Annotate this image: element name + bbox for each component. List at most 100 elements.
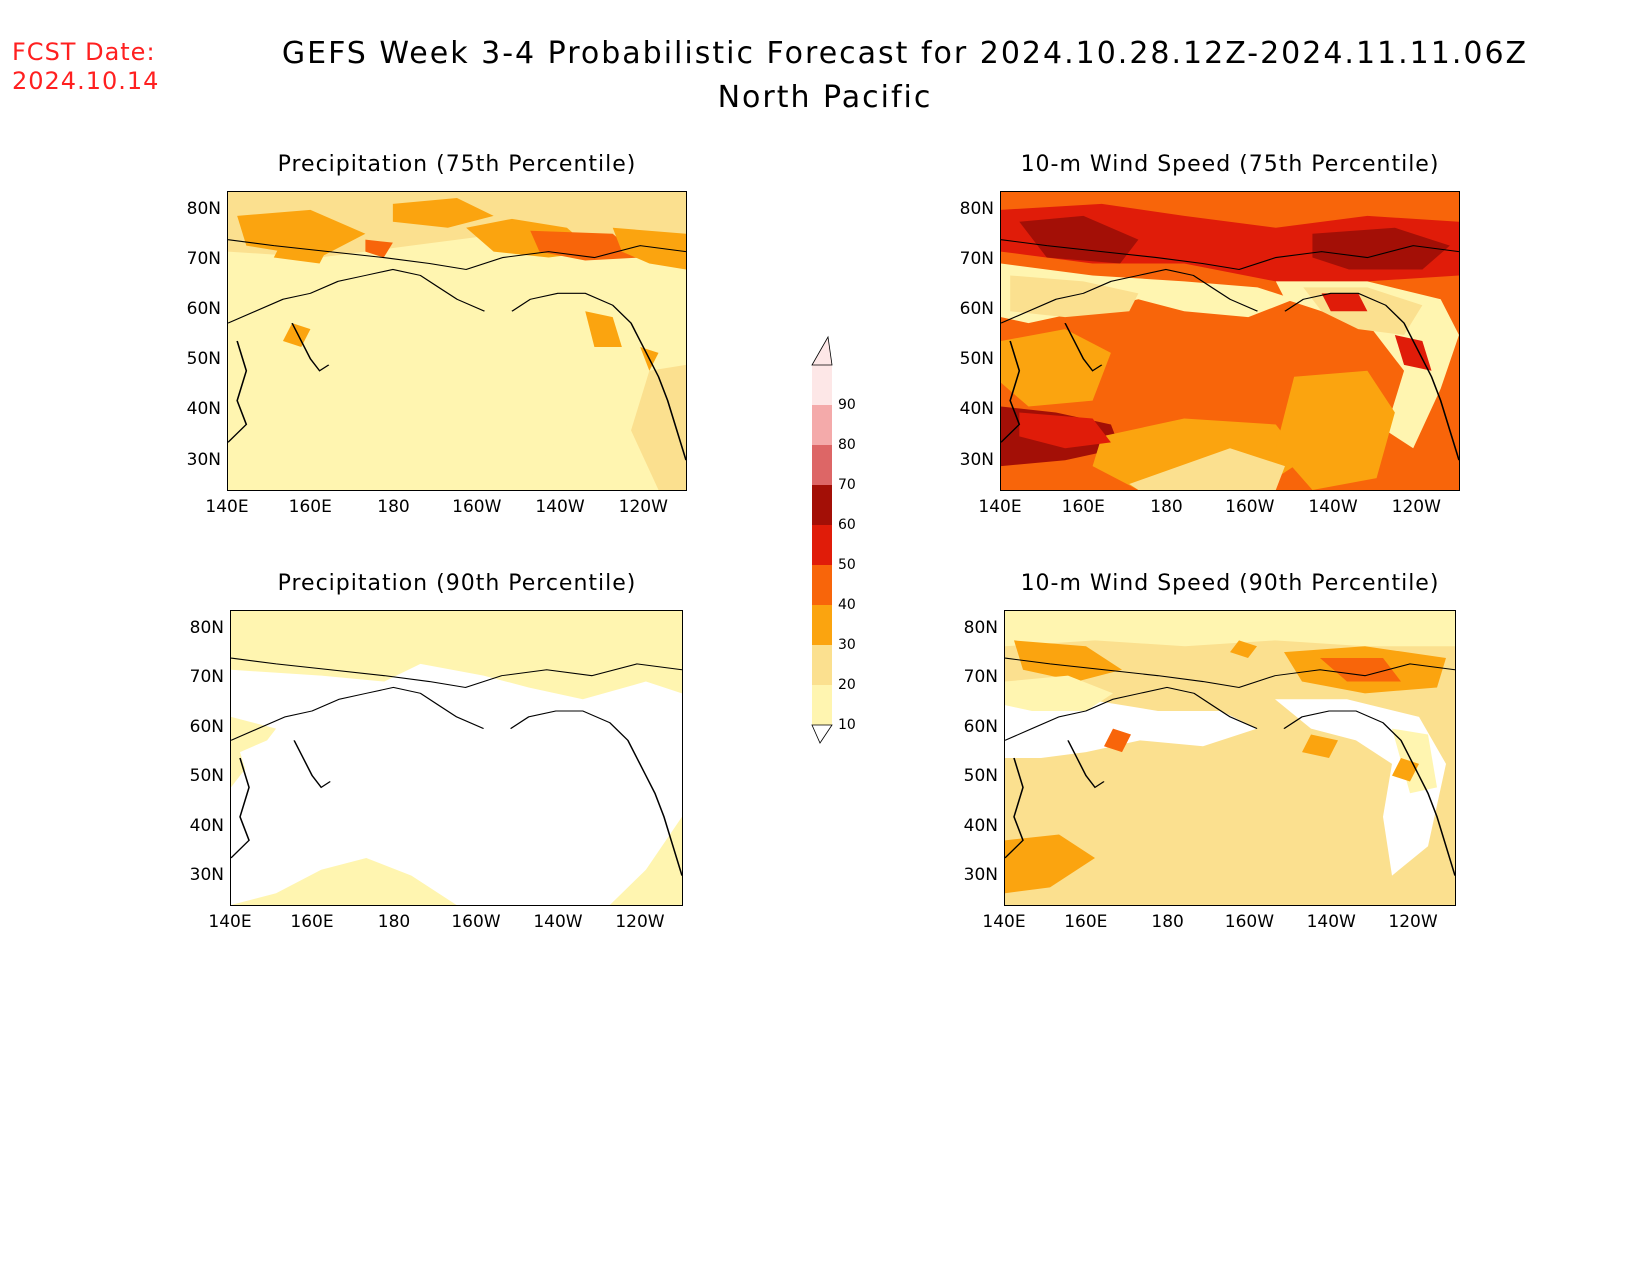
map-precip-75	[227, 191, 687, 491]
lon-tick-label: 180	[377, 912, 411, 932]
colorbar-level-label: 30	[838, 637, 856, 653]
lon-tick-label: 140W	[1308, 497, 1358, 517]
colorbar-level-label: 10	[838, 717, 856, 733]
map-wind-75	[1000, 191, 1460, 491]
coastline	[1005, 757, 1024, 859]
contour-fill	[1005, 611, 1455, 647]
colorbar-swatch	[812, 565, 832, 605]
lat-tick-label: 40N	[963, 815, 998, 836]
lat-tick-label: 80N	[189, 618, 224, 638]
contour-fill	[1230, 640, 1257, 659]
lon-tick-label: 140W	[535, 497, 585, 517]
lon-tick-label: 160W	[452, 497, 502, 517]
coastline	[231, 757, 250, 859]
lat-tick-label: 70N	[189, 667, 224, 688]
lon-tick-label: 140W	[1306, 912, 1356, 932]
coastline	[1005, 657, 1455, 688]
forecast-date-value: 2024.10.14	[12, 67, 160, 95]
contour-fill	[1321, 293, 1368, 312]
lat-tick-label: 60N	[186, 299, 221, 320]
coastline	[1067, 740, 1105, 789]
colorbar-level-label: 80	[838, 437, 856, 453]
contour-fill	[392, 394, 567, 490]
lon-tick-label: 120W	[618, 497, 668, 517]
colorbar-level-label: 40	[838, 597, 856, 613]
lon-tick-label: 160W	[1224, 912, 1275, 932]
coastline	[510, 710, 682, 876]
contour-fill	[1005, 834, 1095, 894]
contour-fill	[1275, 281, 1459, 449]
panel-title-precip-90: Precipitation (90th Percentile)	[277, 571, 637, 596]
panel-title-precip-75: Precipitation (75th Percentile)	[277, 152, 637, 177]
contour-fill	[228, 192, 686, 490]
contour-fill	[237, 209, 366, 258]
contour-fill	[1019, 412, 1111, 449]
contour-fill	[357, 699, 394, 729]
lat-tick-label: 60N	[963, 716, 998, 737]
colorbar-swatch	[812, 525, 832, 565]
lon-tick-label: 120W	[1391, 497, 1441, 517]
coastline	[228, 268, 485, 324]
colorbar-swatch	[812, 645, 832, 685]
lat-tick-label: 70N	[186, 249, 221, 270]
lon-tick-label: 160E	[1064, 912, 1108, 932]
lat-tick-label: 30N	[186, 449, 221, 470]
lat-tick-label: 40N	[959, 399, 994, 420]
colorbar-swatch	[812, 365, 832, 405]
lon-tick-label: 160E	[290, 912, 334, 932]
lon-tick-label: 180	[1151, 912, 1184, 932]
colorbar-level-label: 50	[838, 557, 856, 573]
colorbar-level-label: 70	[838, 477, 856, 493]
contour-fill	[1275, 370, 1395, 490]
figure-title-block: GEFS Week 3-4 Probabilistic Forecast for…	[0, 32, 1650, 120]
contour-fill	[1005, 675, 1113, 711]
lat-tick-label: 80N	[963, 618, 998, 638]
contour-fill	[1129, 448, 1285, 490]
coastline	[231, 657, 682, 688]
colorbar-level-label: 60	[838, 517, 856, 533]
coastline	[1001, 340, 1021, 443]
lon-tick-label: 140E	[208, 912, 252, 932]
lon-tick-label: 140E	[205, 497, 249, 517]
lat-tick-label: 80N	[186, 199, 221, 219]
lat-tick-label: 30N	[189, 865, 224, 886]
lat-tick-label: 60N	[189, 716, 224, 737]
contour-fill	[1010, 275, 1139, 318]
contour-fill	[591, 722, 628, 776]
coastline	[1005, 686, 1258, 741]
contour-fill	[1014, 640, 1122, 682]
colorbar-swatch	[812, 605, 832, 645]
lat-tick-label: 70N	[959, 249, 994, 270]
lat-tick-label: 40N	[189, 815, 224, 836]
coastline	[1284, 292, 1459, 461]
contour-fill	[447, 693, 565, 800]
coastline	[293, 740, 331, 789]
coastline	[291, 322, 330, 372]
lon-tick-label: 180	[1150, 497, 1183, 517]
contour-fill	[282, 323, 311, 347]
lat-tick-label: 50N	[959, 349, 994, 370]
lon-tick-label: 120W	[615, 912, 665, 932]
lon-tick-label: 160E	[1061, 497, 1105, 517]
lon-tick-label: 160W	[451, 912, 501, 932]
coastline	[231, 686, 484, 741]
contour-fill	[1302, 734, 1338, 758]
contour-fill	[240, 740, 277, 782]
figure-title: GEFS Week 3-4 Probabilistic Forecast for…	[281, 36, 1529, 71]
contour-fill	[1394, 335, 1432, 371]
lon-tick-label: 160E	[288, 497, 332, 517]
contour-fill	[1104, 728, 1131, 753]
figure-subtitle: North Pacific	[717, 80, 933, 115]
colorbar-swatch	[812, 445, 832, 485]
lon-tick-label: 140E	[978, 497, 1022, 517]
contour-fill	[1320, 658, 1401, 682]
lat-tick-label: 50N	[189, 766, 224, 787]
colorbar-bottom-arrow	[811, 724, 833, 744]
contour-fill	[273, 454, 348, 490]
panel-title-wind-75: 10-m Wind Speed (75th Percentile)	[1020, 152, 1440, 177]
lat-tick-label: 30N	[963, 865, 998, 886]
lat-tick-label: 80N	[959, 199, 994, 219]
colorbar-swatch	[812, 405, 832, 445]
lon-tick-label: 140E	[982, 912, 1026, 932]
lat-tick-label: 50N	[963, 766, 998, 787]
